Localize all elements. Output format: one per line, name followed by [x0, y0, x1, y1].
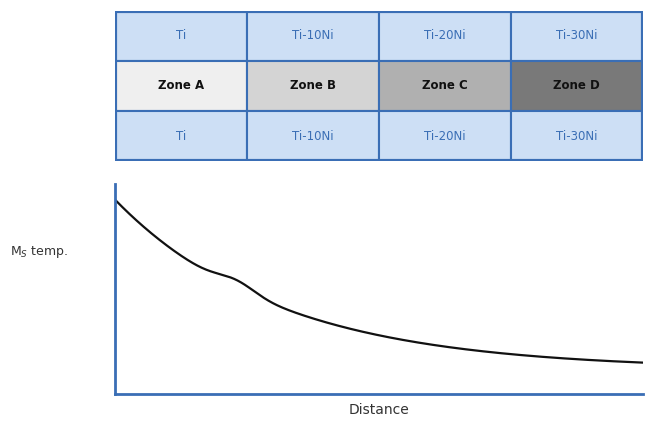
Bar: [511, 111, 643, 161]
Text: Ti: Ti: [176, 29, 186, 42]
Text: Ti-10Ni: Ti-10Ni: [292, 29, 334, 42]
Text: Ti-30Ni: Ti-30Ni: [556, 130, 597, 142]
Bar: [511, 61, 643, 111]
X-axis label: Distance: Distance: [349, 403, 409, 417]
Bar: [379, 111, 511, 161]
Bar: [247, 11, 379, 61]
Text: Ti-10Ni: Ti-10Ni: [292, 130, 334, 142]
Bar: [379, 11, 511, 61]
Text: M$_S$ temp.: M$_S$ temp.: [10, 244, 68, 259]
Text: Zone D: Zone D: [554, 79, 600, 92]
Text: Zone C: Zone C: [422, 79, 468, 92]
Text: Ti: Ti: [176, 130, 186, 142]
Bar: [115, 61, 247, 111]
Bar: [247, 61, 379, 111]
Bar: [115, 11, 247, 61]
Text: Ti-30Ni: Ti-30Ni: [556, 29, 597, 42]
Text: Ti-20Ni: Ti-20Ni: [424, 29, 466, 42]
Text: Zone B: Zone B: [290, 79, 336, 92]
Bar: [511, 11, 643, 61]
Bar: [247, 111, 379, 161]
Bar: [379, 61, 511, 111]
Text: Zone A: Zone A: [158, 79, 204, 92]
Bar: [115, 111, 247, 161]
Text: Ti-20Ni: Ti-20Ni: [424, 130, 466, 142]
